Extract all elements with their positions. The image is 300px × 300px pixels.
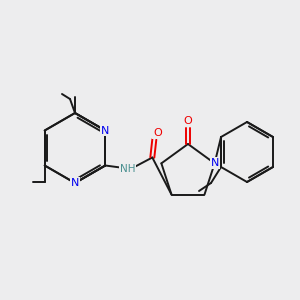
Text: NH: NH xyxy=(120,164,135,175)
Text: N: N xyxy=(210,158,219,168)
Text: N: N xyxy=(71,178,79,188)
Text: O: O xyxy=(153,128,162,139)
Text: N: N xyxy=(101,125,110,136)
Text: O: O xyxy=(184,116,192,126)
